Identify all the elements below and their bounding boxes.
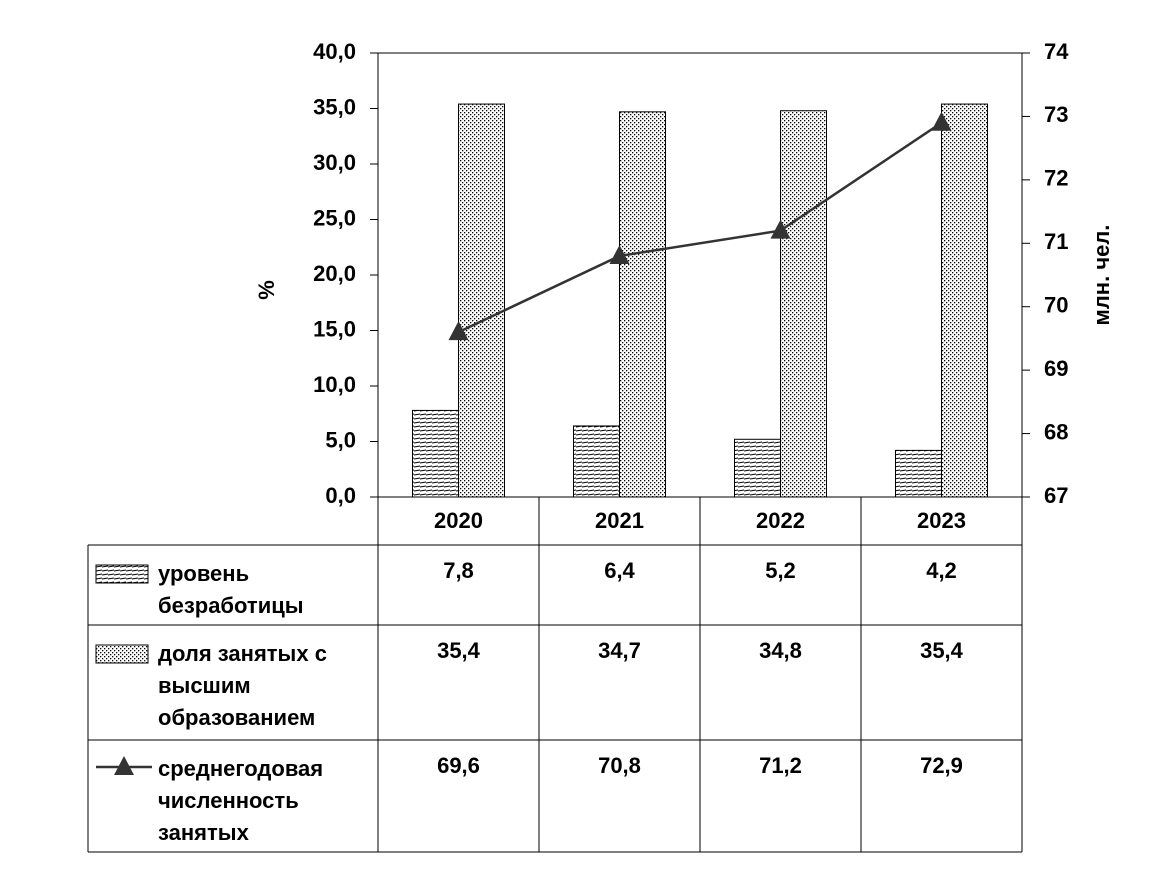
value-label: 71,2 (759, 753, 802, 778)
value-label: 35,4 (437, 638, 481, 663)
value-label: 69,6 (437, 753, 480, 778)
value-label: 72,9 (920, 753, 963, 778)
y2-tick-label: 74 (1044, 39, 1069, 64)
y2-tick-label: 68 (1044, 419, 1068, 444)
x-tick-label: 2022 (756, 508, 805, 533)
value-label: 6,4 (604, 558, 635, 583)
y-tick-label: 35,0 (313, 94, 356, 119)
marker (931, 111, 952, 131)
bar (780, 110, 827, 498)
value-label: 34,8 (759, 638, 802, 663)
value-label: 35,4 (920, 638, 964, 663)
y-axis-label: % (254, 280, 279, 300)
bar (412, 409, 459, 498)
bar (734, 438, 781, 498)
value-label: 4,2 (926, 558, 957, 583)
marker (448, 321, 469, 341)
x-tick-label: 2020 (434, 508, 483, 533)
y-tick-label: 15,0 (313, 316, 356, 341)
bar (573, 425, 620, 498)
value-label: 70,8 (598, 753, 641, 778)
y2-tick-label: 67 (1044, 483, 1068, 508)
y2-axis-label: млн. чел. (1089, 225, 1114, 326)
bar (619, 111, 666, 498)
line (457, 121, 943, 334)
value-label: 5,2 (765, 558, 796, 583)
y-tick-label: 5,0 (325, 427, 356, 452)
value-label: 7,8 (443, 558, 474, 583)
marker (770, 219, 791, 239)
legend-label: доля занятых с высшим образованием (158, 641, 327, 730)
bar (895, 449, 942, 498)
y2-tick-label: 73 (1044, 102, 1068, 127)
bar (458, 103, 505, 498)
y-tick-label: 20,0 (313, 261, 356, 286)
y-tick-label: 0,0 (325, 483, 356, 508)
y2-tick-label: 72 (1044, 166, 1068, 191)
x-tick-label: 2021 (595, 508, 644, 533)
value-label: 34,7 (598, 638, 641, 663)
y-tick-label: 30,0 (313, 150, 356, 175)
legend-swatch (95, 564, 149, 584)
legend-swatch (95, 644, 149, 664)
legend-marker (114, 756, 134, 775)
y2-tick-label: 71 (1044, 229, 1068, 254)
legend-label: уровень безработицы (158, 561, 304, 618)
bar (941, 103, 988, 498)
y2-tick-label: 70 (1044, 293, 1068, 318)
y-tick-label: 25,0 (313, 205, 356, 230)
y-tick-label: 10,0 (313, 372, 356, 397)
x-tick-label: 2023 (917, 508, 966, 533)
marker (609, 244, 630, 264)
y2-tick-label: 69 (1044, 356, 1068, 381)
legend-label: среднегодовая численность занятых (158, 756, 324, 845)
y-tick-label: 40,0 (313, 39, 356, 64)
